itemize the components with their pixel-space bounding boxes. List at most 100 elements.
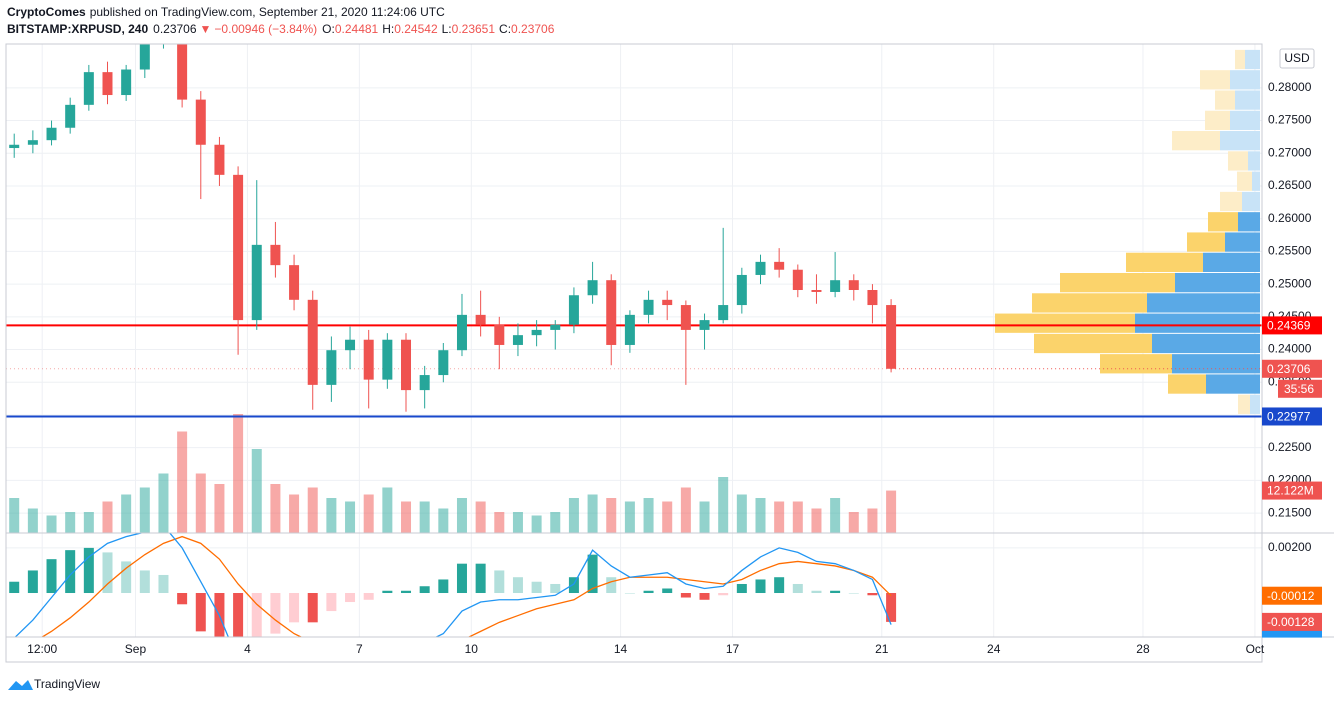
volume-label: 12.122M [1267, 484, 1314, 498]
profile-up [1242, 191, 1260, 212]
candle-body [568, 295, 579, 325]
candle-body [401, 339, 412, 391]
volume-label-bg [1262, 481, 1322, 500]
candle-body [531, 329, 542, 336]
l-value: 0.23651 [452, 22, 496, 36]
h-value: 0.24542 [394, 22, 438, 36]
candle-body [830, 280, 841, 292]
macd-histogram [643, 590, 654, 594]
profile-up [1245, 49, 1260, 70]
macd-histogram [531, 581, 542, 594]
volume-bar [848, 512, 859, 533]
last-price-label: 0.23706 [1267, 362, 1311, 376]
volume-bar [121, 494, 132, 533]
profile-down [1200, 70, 1230, 90]
candle-body [587, 280, 598, 296]
signal-label: -0.00012 [1267, 589, 1315, 603]
macd-histogram [363, 593, 374, 600]
x-tick-label: Sep [125, 642, 147, 656]
volume-bar [382, 487, 393, 533]
candle-body [624, 314, 635, 345]
macd-histogram [792, 583, 803, 594]
y-tick-label: 0.00200 [1268, 540, 1312, 554]
author: CryptoComes [7, 5, 86, 19]
macd-histogram [102, 552, 113, 594]
candle-body [27, 140, 38, 145]
volume-bar [158, 473, 169, 533]
candle-body [289, 265, 300, 300]
x-tick-label: 7 [356, 642, 363, 656]
candle-body [326, 350, 337, 385]
macd-histogram [46, 559, 57, 594]
l-label: L: [442, 22, 452, 36]
profile-up [1203, 252, 1260, 272]
brand: TradingView [34, 677, 100, 691]
macd-histogram [438, 579, 449, 594]
h-label: H: [382, 22, 394, 36]
last: 0.23706 [153, 22, 197, 36]
profile-down [1172, 131, 1220, 151]
candle-body [643, 299, 654, 315]
macd-histogram [736, 583, 747, 594]
volume-bar [102, 501, 113, 533]
macd-histogram [830, 590, 841, 594]
x-tick-label: 10 [465, 642, 479, 656]
macd-pane [9, 533, 897, 637]
candle-body [382, 339, 393, 380]
macd-histogram [475, 563, 486, 594]
profile-up [1172, 354, 1260, 374]
x-tick-label: 12:00 [27, 642, 57, 656]
macd-histogram [624, 593, 635, 594]
candle-body [102, 72, 113, 96]
volume-bar [512, 512, 523, 533]
profile-up [1152, 333, 1260, 354]
y-tick-label: 0.28000 [1268, 80, 1312, 94]
macd-histogram [587, 554, 598, 594]
macd-histogram [83, 547, 94, 594]
macd-histogram [680, 593, 691, 598]
macd-histogram [718, 593, 729, 596]
x-tick-label: 14 [614, 642, 628, 656]
macd-histogram [195, 593, 206, 632]
candle-body [65, 104, 76, 128]
macd-histogram [9, 581, 20, 594]
volume-bar [307, 487, 318, 533]
candle-body [792, 269, 803, 291]
macd-histogram [811, 590, 822, 594]
volume-bar [568, 498, 579, 533]
profile-up [1230, 110, 1260, 131]
candle-body [270, 244, 281, 266]
macd-histogram [326, 593, 337, 612]
profile-up [1220, 131, 1260, 151]
volume-bar [46, 515, 57, 533]
volume-bar [606, 498, 617, 533]
volume-bar [680, 487, 691, 533]
candle-body [699, 320, 710, 330]
volume-bar [27, 508, 38, 533]
header: CryptoComes published on TradingView.com,… [7, 5, 445, 19]
volume-bar [214, 484, 225, 533]
profile-up [1230, 70, 1260, 90]
candle-body [755, 261, 766, 275]
macd-histogram [550, 583, 561, 594]
volume-bar [494, 512, 505, 533]
volume-bar [662, 501, 673, 533]
volume-bar [195, 473, 206, 533]
macd-histogram [214, 593, 225, 637]
candle-body [251, 244, 262, 321]
volume-bar [233, 414, 244, 533]
candle-body [195, 99, 206, 145]
profile-up [1238, 212, 1260, 232]
profile-up [1175, 272, 1260, 293]
candle-body [886, 305, 897, 369]
profile-up [1135, 313, 1260, 333]
macd-histogram [307, 593, 318, 623]
y-tick-label: 0.27000 [1268, 145, 1312, 159]
volume-bar [531, 515, 542, 533]
signal-line [40, 535, 892, 637]
volume-bar [755, 498, 766, 533]
candle-body [139, 44, 150, 70]
profile-up [1252, 171, 1260, 191]
c-label: C: [499, 22, 511, 36]
macd-histogram [270, 593, 281, 634]
